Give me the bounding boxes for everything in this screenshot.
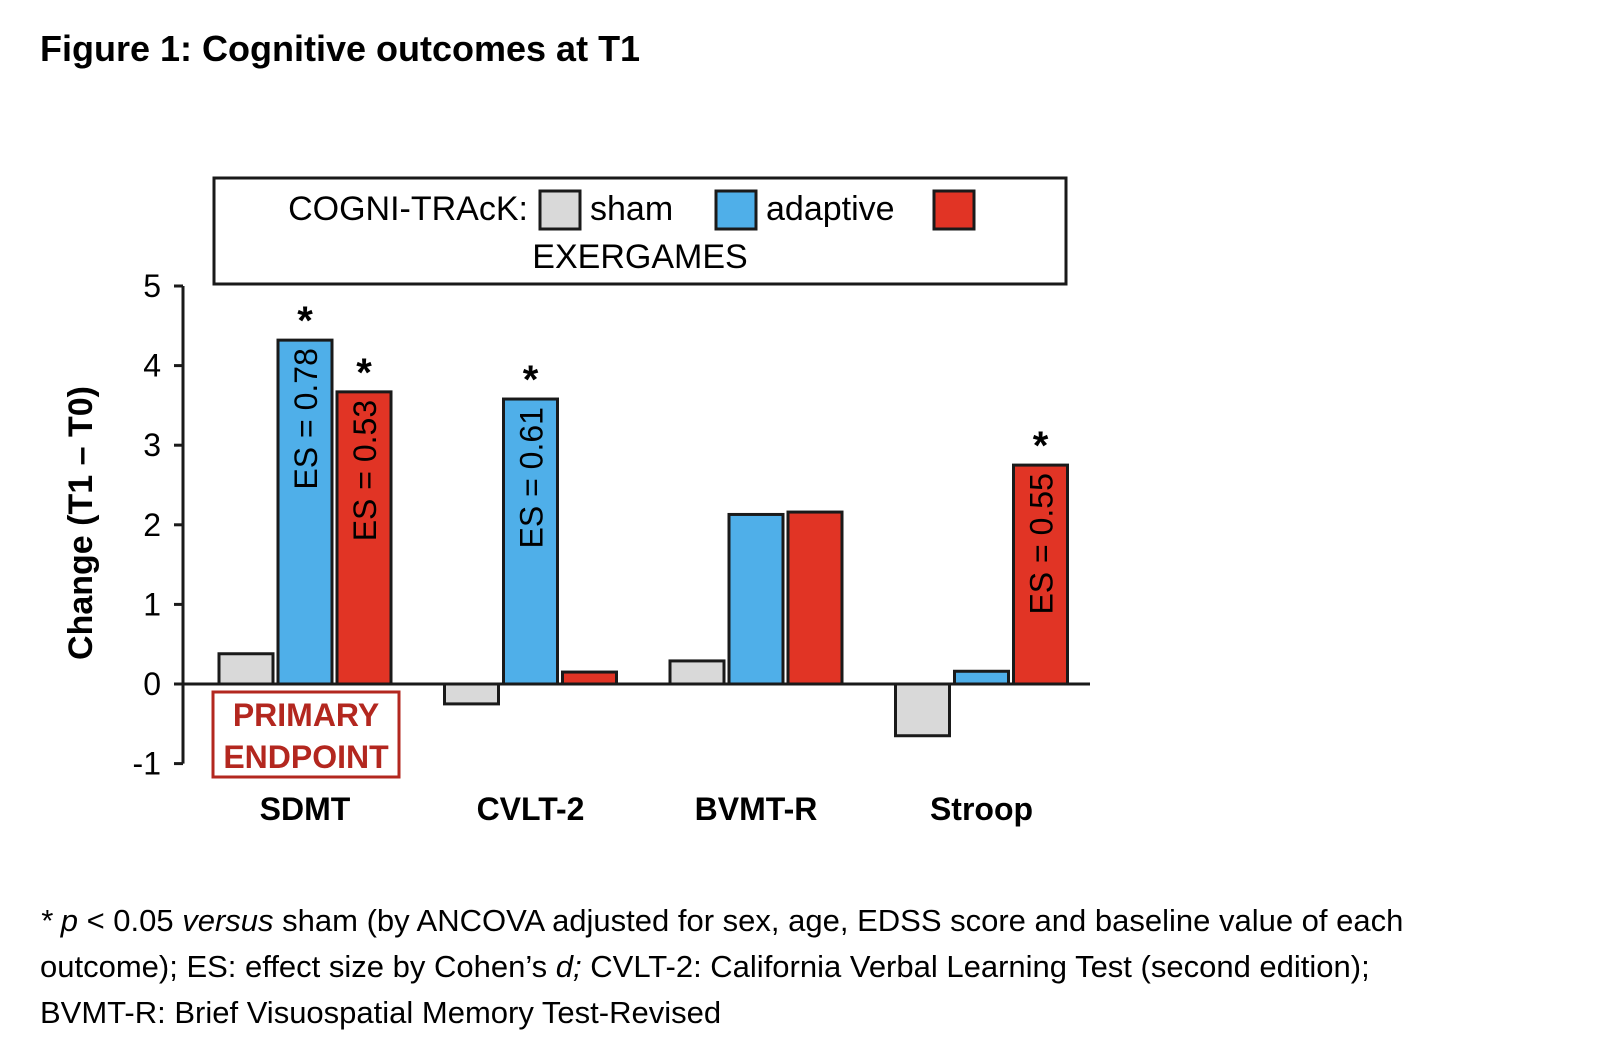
x-category-label: Stroop — [930, 791, 1033, 827]
effect-size-label: ES = 0.55 — [1024, 473, 1060, 614]
caption-d: d; — [555, 949, 582, 984]
caption-star: * — [40, 903, 53, 938]
caption-line2a: outcome); ES: effect size by Cohen’s — [40, 949, 556, 984]
bar-chart: COGNI-TRAcK: sham adaptive EXERGAMES Cha… — [62, 176, 1090, 827]
legend-label-adaptive: adaptive — [766, 190, 895, 228]
bar-sdmt-sham — [217, 652, 275, 686]
x-category-label: BVMT-R — [695, 791, 818, 827]
significance-star: * — [297, 299, 313, 343]
caption-line1-rest: sham (by ANCOVA adjusted for sex, age, E… — [273, 903, 1404, 938]
legend-swatch-exergames — [932, 189, 976, 231]
y-tick-label: 3 — [143, 427, 161, 463]
caption-p: p — [60, 903, 78, 938]
y-tick-label: 4 — [143, 348, 161, 384]
y-tick-label: 5 — [143, 268, 161, 304]
significance-star: * — [356, 351, 372, 395]
legend-box — [212, 176, 1068, 286]
legend-label-sham: sham — [590, 190, 673, 228]
bar-bvmt-r-exergames — [786, 510, 844, 686]
bar-bvmt-r-sham — [668, 659, 726, 686]
primary-endpoint-line1: PRIMARY — [233, 697, 379, 733]
legend-prefix: COGNI-TRAcK: — [288, 190, 528, 228]
effect-size-label: ES = 0.53 — [347, 400, 383, 541]
y-axis-label: Change (T1 – T0) — [62, 386, 100, 660]
legend-swatch-adaptive — [714, 189, 758, 231]
significance-star: * — [1033, 424, 1049, 468]
x-category-label: SDMT — [260, 791, 351, 827]
y-tick-label: 0 — [143, 666, 161, 702]
caption-line3: BVMT-R: Brief Visuospatial Memory Test-R… — [40, 995, 722, 1030]
caption-versus: versus — [182, 903, 274, 938]
bar-stroop-sham — [894, 682, 951, 738]
bar-sdmt-exergames — [335, 390, 393, 686]
effect-size-label: ES = 0.61 — [514, 407, 550, 548]
caption-lt: < 0.05 — [77, 903, 183, 938]
effect-size-label: ES = 0.78 — [288, 348, 324, 489]
y-tick-label: 1 — [143, 586, 161, 622]
primary-endpoint-line2: ENDPOINT — [223, 739, 389, 775]
legend-swatch-sham — [538, 189, 582, 231]
bar-bvmt-r-adaptive — [727, 512, 785, 686]
y-tick-label: -1 — [133, 746, 161, 782]
bar-stroop-exergames — [1012, 463, 1069, 686]
caption-line2b: CVLT-2: California Verbal Learning Test … — [581, 949, 1370, 984]
figure-caption: * p < 0.05 versus sham (by ANCOVA adjust… — [40, 898, 1570, 1036]
y-tick-label: 2 — [143, 507, 161, 543]
primary-endpoint-box — [211, 690, 401, 779]
bar-stroop-adaptive — [953, 669, 1010, 686]
figure-title: Figure 1: Cognitive outcomes at T1 — [40, 28, 641, 69]
bar-cvlt-2-exergames — [561, 670, 618, 686]
legend-label-exergames: EXERGAMES — [532, 238, 747, 276]
x-category-label: CVLT-2 — [477, 791, 585, 827]
bar-cvlt-2-sham — [443, 682, 500, 706]
significance-star: * — [523, 358, 539, 402]
